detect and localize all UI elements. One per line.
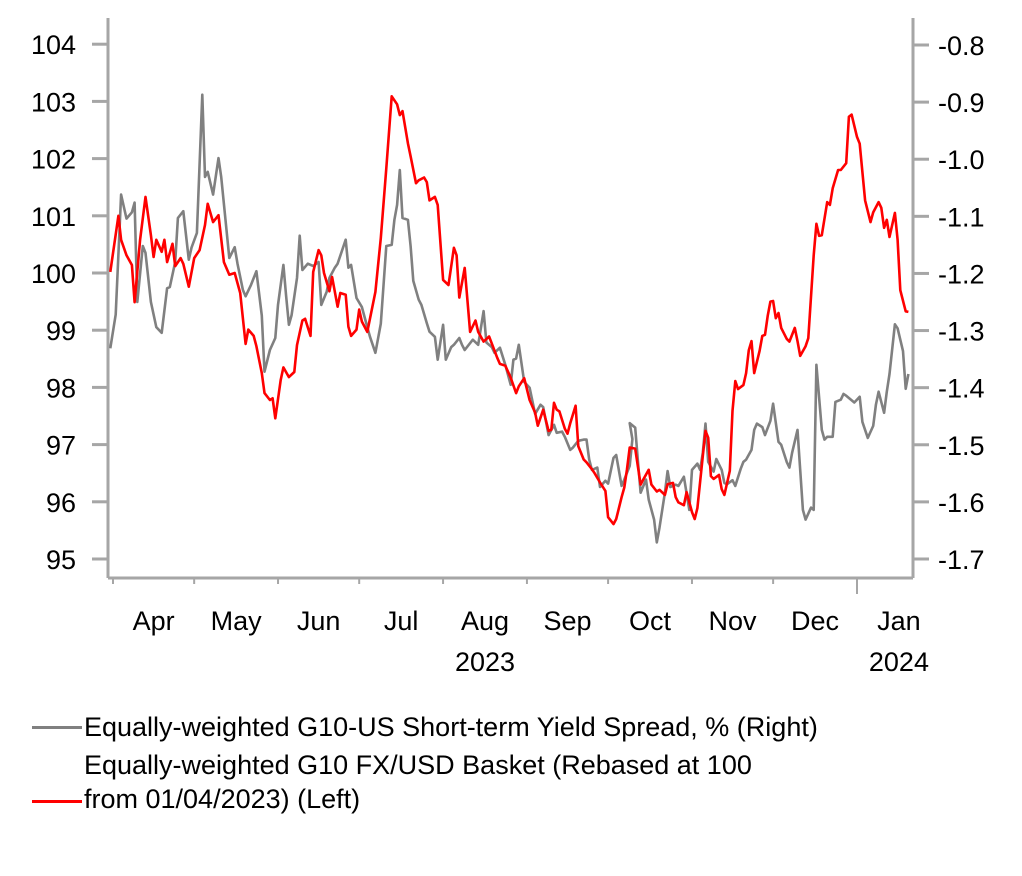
legend-swatch-red <box>32 800 82 803</box>
legend-item-fx-basket: Equally-weighted G10 FX/USD Basket (Reba… <box>32 748 964 816</box>
x-tick-label: Nov <box>709 606 758 636</box>
legend-label: Equally-weighted G10-US Short-term Yield… <box>84 712 818 742</box>
series-line-fx-basket <box>109 95 909 526</box>
series-line-yield-spread <box>109 93 910 544</box>
left-tick-label: 100 <box>31 259 76 289</box>
left-tick-label: 101 <box>31 202 76 232</box>
right-tick-label: -1.3 <box>938 317 985 347</box>
legend-label-line2: from 01/04/2023) (Left) <box>84 784 361 814</box>
right-tick-label: -1.0 <box>938 145 985 175</box>
x-axis-ticks: Apr May Jun Jul Aug Sep Oct Nov Dec Jan 2023 2024 <box>112 578 929 677</box>
left-tick-label: 102 <box>31 145 76 175</box>
x-tick-label: Jan <box>877 606 921 636</box>
right-tick-label: -1.4 <box>938 374 985 404</box>
legend-item-yield-spread: Equally-weighted G10-US Short-term Yield… <box>32 710 964 744</box>
x-year-label: 2024 <box>869 647 929 677</box>
left-tick-label: 97 <box>46 431 76 461</box>
legend-label-block: Equally-weighted G10 FX/USD Basket (Reba… <box>84 748 964 816</box>
legend: Equally-weighted G10-US Short-term Yield… <box>32 710 964 820</box>
left-tick-label: 104 <box>31 30 76 60</box>
x-year-label: 2023 <box>455 647 515 677</box>
x-tick-label: Sep <box>543 606 591 636</box>
right-tick-label: -0.8 <box>938 31 985 61</box>
left-tick-label: 96 <box>46 488 76 518</box>
right-tick-label: -1.5 <box>938 431 985 461</box>
legend-swatch-gray <box>32 726 82 729</box>
left-tick-label: 95 <box>46 545 76 575</box>
series-layer <box>109 93 910 544</box>
x-tick-label: Aug <box>461 606 509 636</box>
x-tick-label: Jul <box>384 606 419 636</box>
right-tick-label: -1.2 <box>938 259 985 289</box>
right-tick-label: -0.9 <box>938 88 985 118</box>
x-tick-label: May <box>211 606 263 636</box>
x-tick-label: Dec <box>791 606 839 636</box>
right-tick-label: -1.6 <box>938 488 985 518</box>
x-tick-label: Jun <box>297 606 341 636</box>
left-tick-label: 98 <box>46 373 76 403</box>
x-tick-label: Oct <box>629 606 672 636</box>
x-tick-label: Apr <box>133 606 175 636</box>
axes <box>106 18 915 580</box>
left-axis-ticks: 95 96 97 98 99 100 101 102 103 104 <box>31 30 108 575</box>
left-tick-label: 99 <box>46 316 76 346</box>
left-tick-label: 103 <box>31 87 76 117</box>
right-axis-ticks: -1.7 -1.6 -1.5 -1.4 -1.3 -1.2 -1.1 -1.0 -0.9 -0.8 <box>913 31 985 575</box>
right-tick-label: -1.1 <box>938 202 985 232</box>
legend-label-line1: Equally-weighted G10 FX/USD Basket (Reba… <box>84 750 752 780</box>
right-tick-label: -1.7 <box>938 545 985 575</box>
